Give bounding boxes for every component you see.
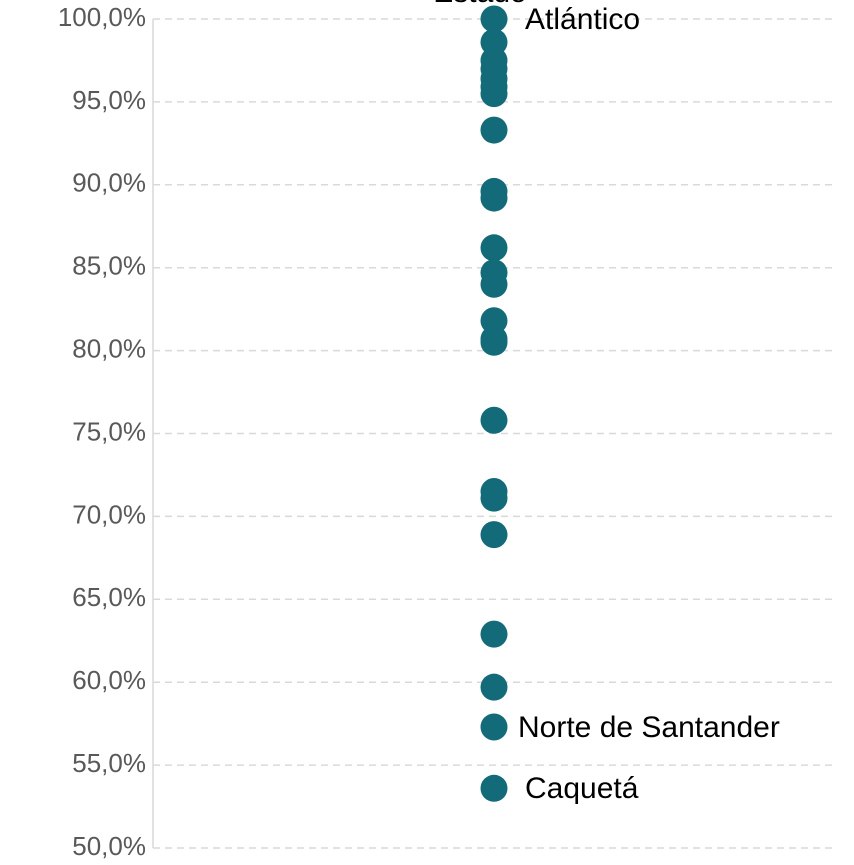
y-tick-label: 50,0% bbox=[72, 831, 146, 861]
dot bbox=[480, 80, 508, 108]
chart-title: Estado bbox=[433, 0, 526, 9]
dot bbox=[480, 713, 508, 741]
dot bbox=[480, 184, 508, 212]
y-tick-label: 100,0% bbox=[58, 2, 146, 32]
y-tick-label: 80,0% bbox=[72, 333, 146, 363]
dot bbox=[480, 116, 508, 144]
y-tick-label: 65,0% bbox=[72, 582, 146, 612]
dot bbox=[480, 620, 508, 648]
y-tick-label: 95,0% bbox=[72, 85, 146, 115]
data-label: Norte de Santander bbox=[518, 711, 780, 744]
dot bbox=[480, 774, 508, 802]
dot bbox=[480, 406, 508, 434]
dot bbox=[480, 484, 508, 512]
dot bbox=[480, 673, 508, 701]
y-tick-label: 90,0% bbox=[72, 168, 146, 198]
data-label: Atlántico bbox=[525, 3, 640, 36]
dot bbox=[480, 521, 508, 549]
y-tick-label: 55,0% bbox=[72, 748, 146, 778]
dot bbox=[480, 328, 508, 356]
y-tick-label: 85,0% bbox=[72, 251, 146, 281]
dot bbox=[480, 270, 508, 298]
dot bbox=[480, 234, 508, 262]
data-label: Caquetá bbox=[525, 772, 639, 805]
y-tick-label: 75,0% bbox=[72, 416, 146, 446]
y-tick-label: 60,0% bbox=[72, 665, 146, 695]
y-tick-label: 70,0% bbox=[72, 499, 146, 529]
dot bbox=[480, 5, 508, 33]
